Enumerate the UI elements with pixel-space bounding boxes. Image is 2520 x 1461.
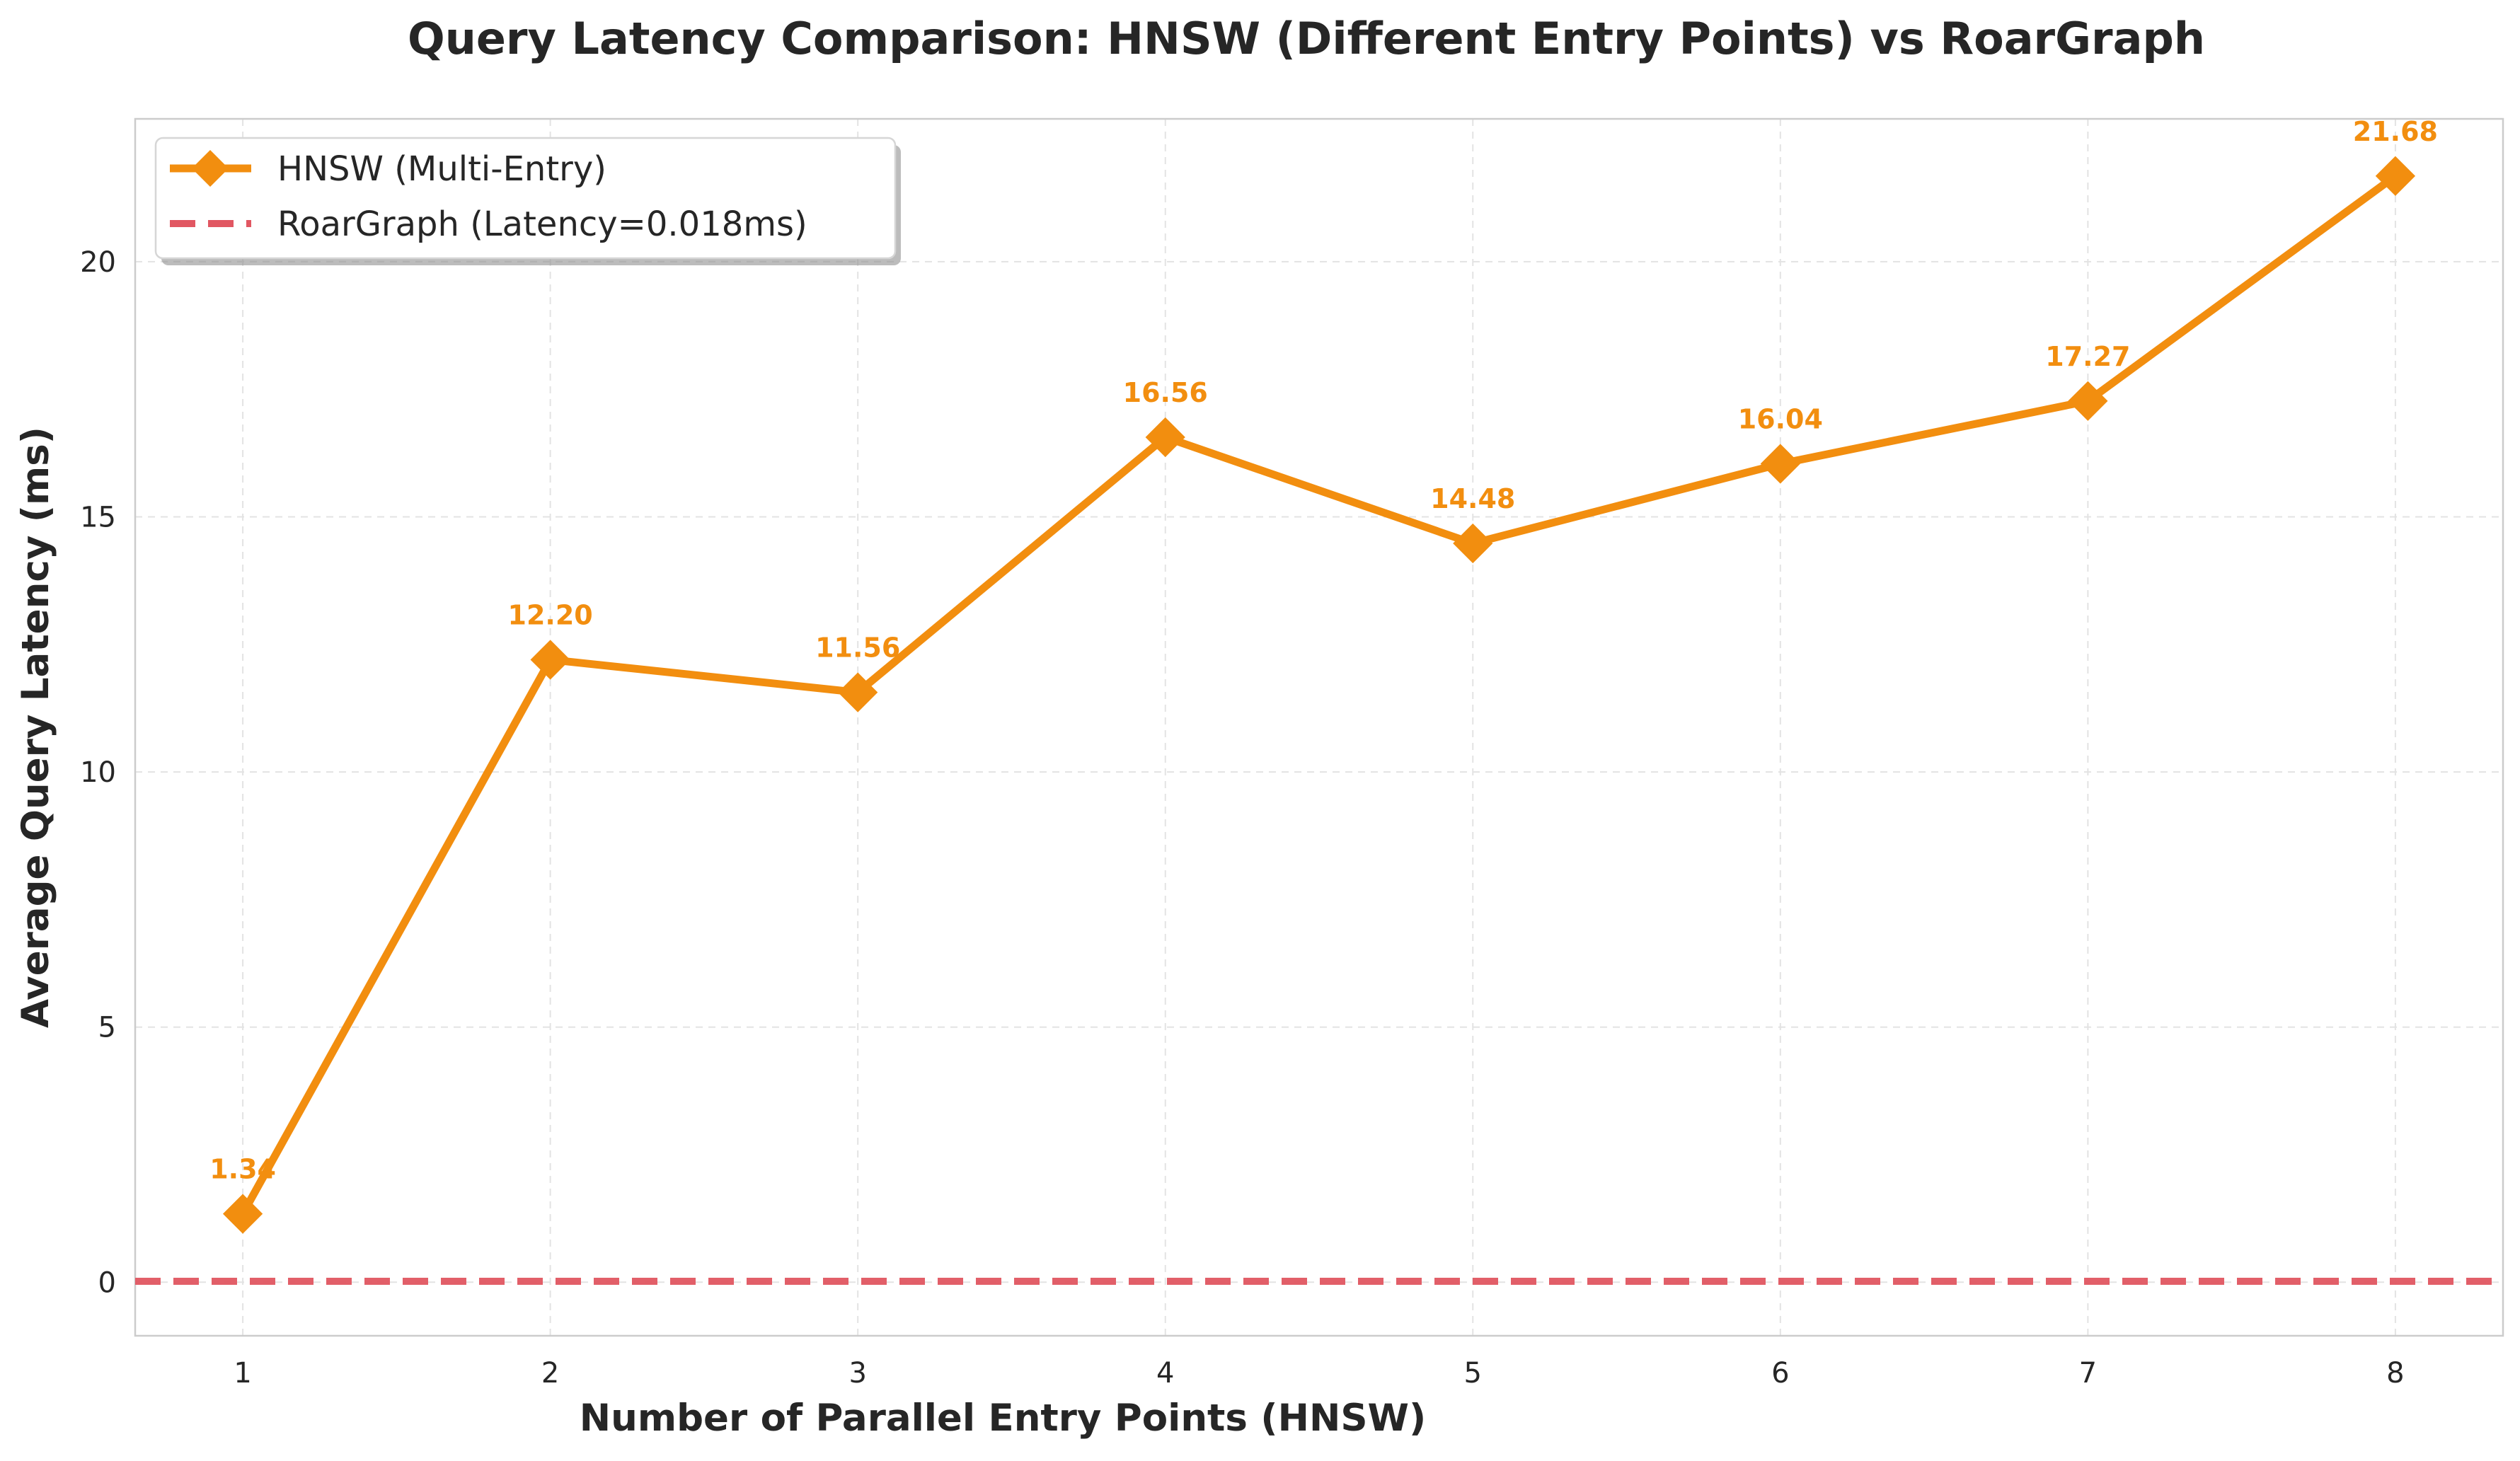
legend-label-roargraph: RoarGraph (Latency=0.018ms) <box>277 204 807 244</box>
y-axis-label: Average Query Latency (ms) <box>14 427 57 1028</box>
x-tick-label: 2 <box>541 1357 559 1390</box>
y-tick-label: 0 <box>98 1266 116 1299</box>
data-labels: 1.34 12.20 11.56 16.56 14.48 16.04 17.27 21.68 <box>209 116 2438 1185</box>
data-value-label: 16.56 <box>1123 377 1208 408</box>
legend-hnsw-marker-sample <box>192 150 229 187</box>
legend-label-hnsw: HNSW (Multi-Entry) <box>277 149 606 189</box>
data-point-marker <box>530 640 570 680</box>
legend-box <box>154 137 897 260</box>
y-tick-label: 5 <box>98 1012 116 1044</box>
data-point-marker <box>1145 417 1185 458</box>
x-axis-label: Number of Parallel Entry Points (HNSW) <box>580 1397 1426 1440</box>
x-axis-ticks: 1 2 3 4 5 6 7 8 <box>234 1357 2404 1390</box>
data-point-marker <box>1453 523 1493 564</box>
legend: HNSW (Multi-Entry) RoarGraph (Latency=0.0… <box>154 137 901 265</box>
plot-area-frame <box>134 117 2504 1337</box>
data-point-marker <box>838 672 878 712</box>
y-tick-label: 20 <box>80 246 116 279</box>
data-value-label: 16.04 <box>1738 404 1823 435</box>
y-tick-label: 15 <box>80 502 116 534</box>
data-value-label: 1.34 <box>209 1154 276 1185</box>
x-tick-label: 8 <box>2386 1357 2404 1390</box>
x-tick-label: 1 <box>234 1357 251 1390</box>
y-tick-label: 10 <box>80 756 116 789</box>
data-point-marker <box>222 1194 263 1234</box>
data-point-marker <box>2375 156 2416 196</box>
data-markers <box>222 156 2416 1234</box>
x-tick-label: 7 <box>2079 1357 2097 1390</box>
data-value-label: 12.20 <box>508 599 593 630</box>
data-value-label: 21.68 <box>2353 116 2438 147</box>
chart-title: Query Latency Comparison: HNSW (Differen… <box>408 13 2205 64</box>
data-value-label: 14.48 <box>1430 483 1515 514</box>
hnsw-series-line <box>238 172 2400 1218</box>
y-axis-ticks: 0 5 10 15 20 <box>80 246 116 1299</box>
series-lines <box>238 172 2400 1218</box>
x-tick-label: 5 <box>1464 1357 1482 1390</box>
data-point-marker <box>2068 381 2108 421</box>
grid-lines <box>135 119 2503 1336</box>
data-point-marker <box>1760 444 1800 484</box>
data-value-label: 11.56 <box>815 633 900 664</box>
data-value-label: 17.27 <box>2045 341 2130 372</box>
x-tick-label: 6 <box>1771 1357 1789 1390</box>
x-tick-label: 4 <box>1156 1357 1174 1390</box>
x-tick-label: 3 <box>848 1357 866 1390</box>
